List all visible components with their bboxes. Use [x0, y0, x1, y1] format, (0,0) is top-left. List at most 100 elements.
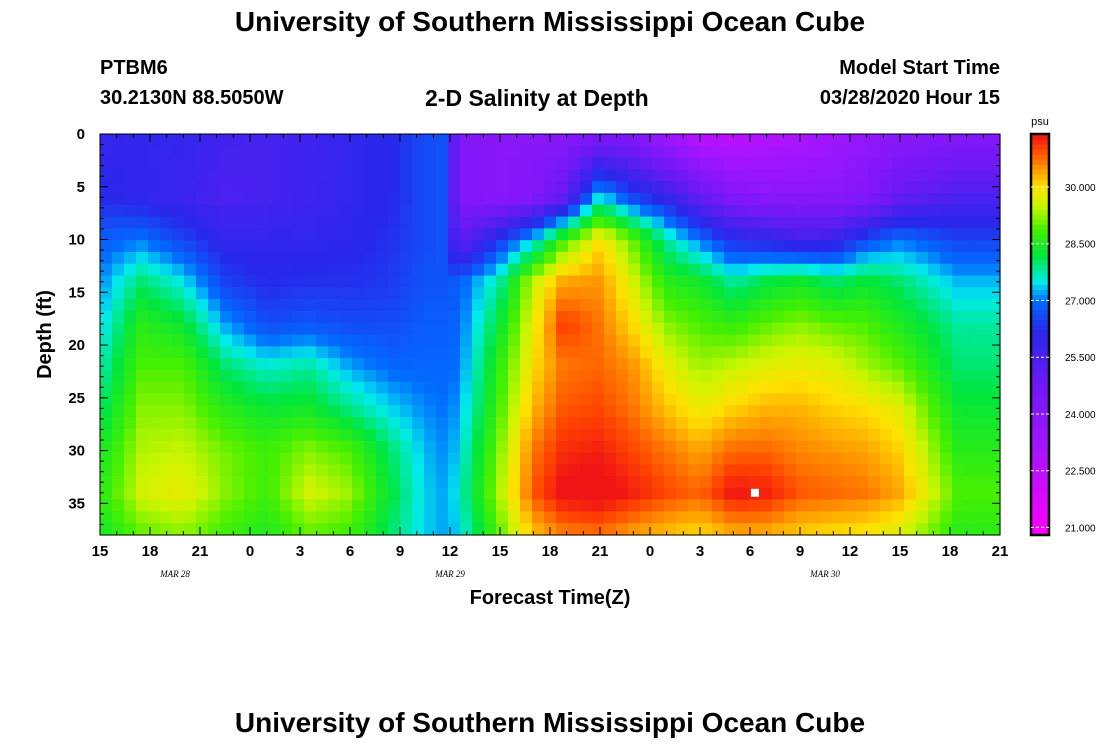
heatmap-cell: [616, 181, 629, 194]
heatmap-cell: [820, 192, 833, 206]
heatmap-cell: [304, 322, 317, 336]
heatmap-cell: [628, 275, 641, 288]
heatmap-cell: [424, 181, 437, 194]
heatmap-cell: [784, 334, 797, 347]
heatmap-cell: [652, 216, 665, 229]
heatmap-cell: [100, 240, 113, 253]
heatmap-cell: [100, 181, 113, 194]
heatmap-cell: [616, 511, 629, 524]
heatmap-cell: [364, 134, 377, 147]
heatmap-cell: [796, 134, 809, 147]
heatmap-cell: [688, 405, 701, 418]
heatmap-cell: [592, 440, 605, 454]
heatmap-cell: [544, 334, 557, 347]
heatmap-cell: [136, 464, 149, 477]
heatmap-cell: [904, 452, 917, 465]
heatmap-cell: [448, 145, 461, 159]
heatmap-cell: [388, 157, 401, 170]
heatmap-cell: [124, 393, 137, 406]
heatmap-cell: [196, 381, 209, 395]
heatmap-cell: [148, 299, 161, 312]
heatmap-cell: [544, 169, 557, 182]
heatmap-cell: [712, 511, 725, 524]
colorbar-segment: [1031, 454, 1049, 461]
heatmap-cell: [796, 499, 809, 513]
heatmap-cell: [148, 523, 161, 536]
heatmap-cell: [772, 393, 785, 406]
heatmap-cell: [940, 334, 953, 347]
heatmap-cell: [652, 511, 665, 524]
colorbar-tick-label: 21.000: [1065, 523, 1096, 534]
heatmap-cell: [316, 381, 329, 395]
heatmap-cell: [892, 428, 905, 442]
colorbar-segment: [1031, 529, 1049, 536]
heatmap-cell: [256, 299, 269, 312]
colorbar-segment: [1031, 464, 1049, 471]
heatmap-cell: [916, 464, 929, 477]
heatmap-cell: [448, 192, 461, 206]
heatmap-cell: [352, 358, 365, 371]
colorbar-segment: [1031, 294, 1049, 301]
heatmap-cell: [700, 134, 713, 147]
heatmap-cell: [616, 228, 629, 241]
heatmap-cell: [304, 464, 317, 477]
heatmap-cell: [964, 263, 977, 277]
heatmap-cell: [340, 499, 353, 513]
heatmap-cell: [436, 228, 449, 241]
heatmap-cell: [748, 393, 761, 406]
heatmap-cell: [844, 440, 857, 454]
heatmap-cell: [700, 275, 713, 288]
heatmap-cell: [760, 169, 773, 182]
heatmap-cell: [796, 169, 809, 182]
heatmap-cell: [484, 358, 497, 371]
heatmap-cell: [736, 157, 749, 170]
heatmap-cell: [424, 334, 437, 347]
heatmap-cell: [160, 204, 173, 218]
heatmap-cell: [880, 334, 893, 347]
heatmap-cell: [220, 169, 233, 182]
heatmap-cell: [292, 192, 305, 206]
heatmap-cell: [832, 428, 845, 442]
heatmap-cell: [472, 299, 485, 312]
heatmap-cell: [244, 393, 257, 406]
heatmap-cell: [352, 134, 365, 147]
heatmap-cell: [604, 322, 617, 336]
heatmap-cell: [904, 287, 917, 300]
heatmap-cell: [880, 476, 893, 489]
heatmap-cell: [328, 134, 341, 147]
heatmap-cell: [568, 334, 581, 347]
heatmap-cell: [460, 192, 473, 206]
heatmap-cell: [448, 393, 461, 406]
heatmap-cell: [148, 464, 161, 477]
heatmap-cell: [472, 358, 485, 371]
heatmap-cell: [724, 381, 737, 395]
heatmap-cell: [316, 334, 329, 347]
colorbar-segment: [1031, 144, 1049, 150]
heatmap-cell: [664, 499, 677, 513]
heatmap-cell: [412, 216, 425, 229]
heatmap-cell: [496, 405, 509, 418]
heatmap-cell: [700, 334, 713, 347]
heatmap-cell: [544, 263, 557, 277]
colorbar-segment: [1031, 509, 1049, 516]
heatmap-cell: [112, 334, 125, 347]
heatmap-cell: [508, 299, 521, 312]
heatmap-cell: [844, 145, 857, 159]
x-tick-label: 0: [246, 543, 254, 560]
heatmap-cell: [616, 240, 629, 253]
heatmap-cell: [856, 417, 869, 430]
heatmap-cell: [532, 216, 545, 229]
heatmap-cell: [508, 334, 521, 347]
heatmap-cell: [100, 499, 113, 513]
heatmap-cell: [688, 310, 701, 324]
heatmap-cell: [796, 192, 809, 206]
heatmap-cell: [208, 369, 221, 383]
heatmap-cell: [700, 287, 713, 300]
heatmap-cell: [184, 476, 197, 489]
heatmap-cell: [832, 440, 845, 454]
heatmap-cell: [172, 381, 185, 395]
heatmap-cell: [592, 393, 605, 406]
heatmap-cell: [820, 275, 833, 288]
heatmap-cell: [388, 299, 401, 312]
heatmap-cell: [184, 523, 197, 536]
